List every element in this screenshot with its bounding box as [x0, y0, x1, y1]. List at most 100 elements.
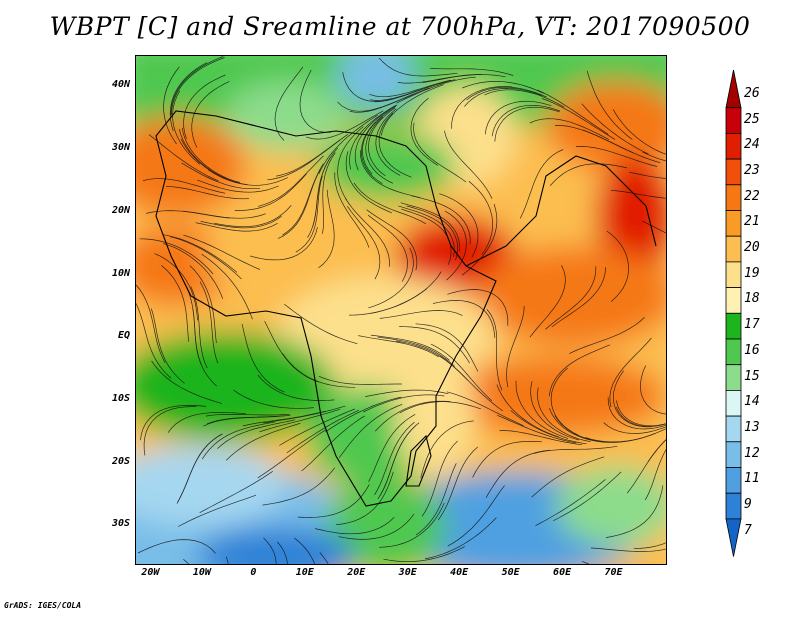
streamline	[344, 197, 390, 267]
streamline	[213, 205, 292, 228]
streamline	[263, 405, 346, 424]
streamline	[535, 479, 606, 527]
streamline	[451, 86, 513, 129]
streamline	[283, 303, 358, 345]
streamline	[569, 317, 645, 354]
lat-tick-label: 10N	[111, 267, 130, 279]
streamline	[197, 179, 279, 193]
streamline	[217, 419, 296, 449]
streamline	[294, 537, 315, 564]
streamline	[461, 203, 498, 276]
streamline	[410, 97, 438, 166]
streamline	[530, 381, 580, 441]
streamline	[399, 401, 482, 414]
streamline	[366, 209, 418, 271]
lon-tick-label: 60E	[553, 567, 572, 578]
colorbar-swatch	[725, 69, 742, 109]
streamline	[176, 434, 222, 504]
streamline	[170, 56, 224, 116]
streamline	[607, 397, 666, 430]
colorbar-swatch	[725, 235, 742, 263]
streamline	[429, 67, 514, 76]
lon-tick-label: 10W	[192, 567, 211, 578]
streamline	[484, 100, 552, 135]
streamline	[541, 98, 616, 140]
streamline	[581, 103, 649, 155]
streamline	[136, 303, 172, 379]
streamline	[629, 171, 666, 179]
streamline	[369, 80, 451, 101]
colorbar-label: 20	[744, 240, 760, 256]
streamline	[399, 326, 470, 364]
colorbar-swatch	[725, 261, 742, 288]
streamline	[537, 387, 591, 443]
streamline	[136, 284, 166, 363]
streamline	[396, 76, 476, 104]
streamline	[150, 308, 185, 384]
streamline	[415, 463, 457, 536]
streamline	[398, 205, 455, 257]
streamline	[295, 176, 323, 253]
streamline	[334, 172, 370, 248]
streamline	[368, 247, 414, 309]
streamline	[234, 173, 307, 211]
streamline	[225, 422, 301, 461]
streamline	[183, 234, 261, 270]
lat-tick-label: 10S	[111, 392, 130, 404]
colorbar-swatch	[725, 338, 742, 366]
streamline	[420, 420, 474, 479]
streamline	[642, 151, 666, 162]
streamline	[550, 367, 579, 436]
colorbar-label: 19	[744, 265, 760, 281]
streamline	[286, 409, 360, 454]
streamline	[633, 542, 666, 550]
streamline	[370, 334, 450, 361]
streamline	[377, 336, 455, 367]
streamline	[365, 389, 449, 397]
streamline	[277, 541, 288, 564]
streamlines	[136, 56, 666, 564]
streamline	[361, 115, 384, 184]
streamline	[264, 320, 319, 383]
streamline	[444, 210, 467, 281]
streamline	[167, 412, 246, 433]
streamline	[195, 222, 278, 232]
streamline	[267, 139, 341, 181]
streamline	[494, 106, 560, 142]
colorbar-swatch	[725, 415, 742, 443]
colorbar-label: 12	[744, 445, 760, 461]
streamline	[146, 210, 230, 219]
streamline	[401, 208, 452, 265]
streamline	[282, 163, 324, 236]
streamline	[172, 90, 201, 165]
lat-tick-label: 40N	[111, 79, 130, 91]
streamline	[515, 380, 569, 439]
streamline	[472, 440, 542, 478]
streamline	[499, 430, 583, 446]
streamline	[497, 414, 577, 444]
streamline	[363, 394, 445, 413]
streamline	[263, 537, 277, 564]
streamline	[318, 115, 378, 174]
streamline	[368, 414, 416, 483]
lon-tick-label: 50E	[501, 567, 520, 578]
streamline	[529, 118, 610, 140]
streamline	[446, 391, 524, 427]
streamline	[430, 343, 493, 402]
streamline	[201, 253, 253, 320]
streamline	[612, 109, 666, 155]
streamline	[249, 227, 318, 261]
colorbar-label: 7	[744, 522, 752, 538]
streamline	[549, 407, 620, 443]
map-panel	[135, 55, 667, 565]
streamline	[439, 193, 479, 258]
colorbar-label: 16	[744, 342, 760, 358]
streamline	[432, 300, 496, 338]
streamline	[444, 130, 493, 199]
streamline	[647, 439, 666, 462]
streamline	[383, 546, 465, 563]
plot-title: WBPT [C] and Sreamline at 700hPa, VT: 20…	[49, 12, 751, 41]
streamline	[484, 89, 565, 108]
streamline	[148, 134, 219, 182]
streamline	[610, 189, 666, 199]
